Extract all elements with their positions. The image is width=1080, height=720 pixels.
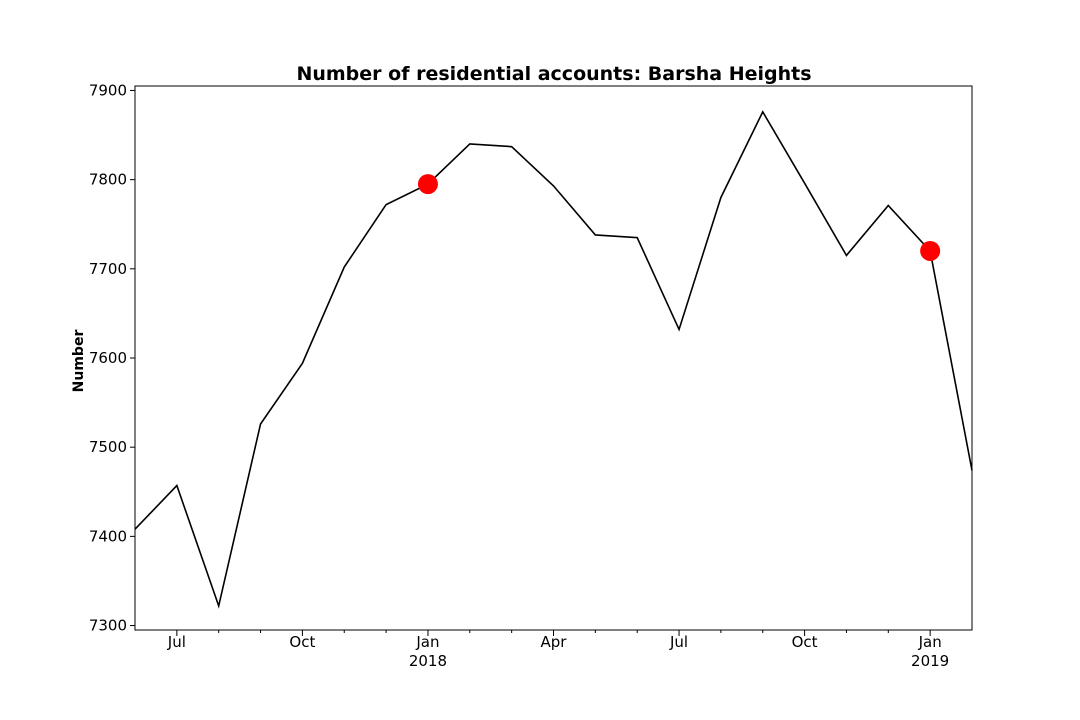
y-tick-label: 7300 (89, 617, 127, 635)
series-line (134, 110, 973, 609)
highlight-point (920, 240, 941, 261)
x-tick-label: Apr (541, 633, 568, 651)
x-tick-label: Jul (669, 633, 688, 651)
x-tick-label: Jul (167, 633, 186, 651)
x-tick-year-label: 2018 (409, 652, 447, 670)
y-tick-label: 7600 (89, 349, 127, 367)
y-tick-label: 7800 (89, 171, 127, 189)
axes-frame (134, 85, 973, 631)
x-tick-label: Jan (415, 633, 439, 651)
x-tick-label: Oct (289, 633, 315, 651)
y-tick-label: 7900 (89, 81, 127, 99)
x-tick-label: Jan (918, 633, 942, 651)
y-tick-label: 7400 (89, 527, 127, 545)
x-tick-label: Oct (792, 633, 818, 651)
x-tick-year-label: 2019 (911, 652, 949, 670)
y-tick-label: 7700 (89, 260, 127, 278)
highlight-point (417, 174, 438, 195)
chart-title: Number of residential accounts: Barsha H… (296, 63, 811, 85)
y-axis-label: Number (71, 330, 87, 393)
y-tick-label: 7500 (89, 438, 127, 456)
